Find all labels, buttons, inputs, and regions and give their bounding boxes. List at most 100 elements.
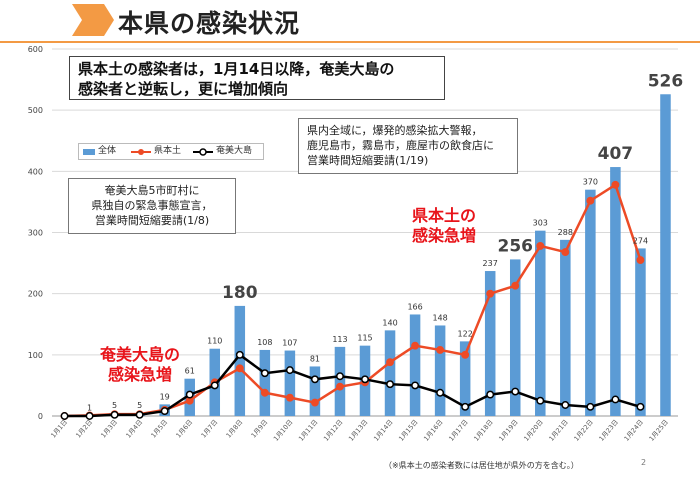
point-amami [310, 375, 319, 384]
point-amami [160, 407, 169, 416]
callout-amami-emergency: 奄美大島5市町村に 県独自の緊急事態宣言， 営業時間短縮要請(1/8) [68, 178, 236, 234]
legend-label-total: 全体 [98, 146, 117, 156]
y-tick-label: 500 [28, 106, 43, 115]
x-tick-label: 1月14日 [372, 418, 394, 443]
point-mainland [235, 364, 244, 373]
point-amami [135, 410, 144, 419]
x-tick-label: 1月3日 [99, 418, 119, 439]
data-label: 61 [185, 367, 195, 376]
legend-label-mainland: 県本土 [154, 146, 182, 156]
x-tick-label: 1月20日 [522, 418, 544, 443]
bar-total [585, 189, 596, 416]
point-amami [436, 388, 445, 397]
point-mainland [561, 248, 570, 257]
x-tick-label: 1月23日 [597, 418, 619, 443]
x-tick-label: 1月5日 [149, 418, 169, 439]
data-label: 140 [382, 318, 397, 327]
legend-swatch-total [83, 149, 95, 155]
point-mainland [486, 289, 495, 298]
x-tick-label: 1月10日 [272, 418, 294, 443]
annotation-mainland-surge: 県本土の 感染急増 [412, 206, 476, 246]
point-amami [461, 402, 470, 411]
y-tick-label: 100 [28, 351, 43, 360]
x-tick-label: 1月17日 [447, 418, 469, 443]
callout-kagoshima-alert: 県内全域に，爆発的感染拡大警報， 鹿児島市，霧島市，鹿屋市の飲食店に 営業時間短… [298, 118, 518, 174]
page-title: 本県の感染状況 [118, 9, 301, 38]
x-tick-label: 1月21日 [547, 418, 569, 443]
data-label: 122 [458, 329, 473, 338]
point-amami [260, 369, 269, 378]
point-amami [235, 350, 244, 359]
data-label: 5 [112, 401, 117, 410]
legend-item-mainland: 県本土 [131, 145, 181, 158]
bar-total [434, 325, 446, 416]
callout-kagoshima-line2: 鹿児島市，霧島市，鹿屋市の飲食店に [307, 139, 494, 152]
callout-summary-line2: 感染者と逆転し，更に増加傾向 [78, 80, 289, 98]
point-mainland [611, 180, 620, 189]
x-tick-label: 1月11日 [297, 418, 319, 443]
line-amami [64, 353, 641, 418]
data-label: 166 [407, 302, 422, 311]
x-tick-label: 1月22日 [572, 418, 594, 443]
bar-total [484, 271, 496, 416]
bar-total [234, 305, 246, 416]
data-label: 256 [497, 236, 533, 256]
point-amami [285, 366, 294, 375]
data-label: 113 [332, 335, 347, 344]
point-amami [411, 381, 420, 390]
x-tick-label: 1月1日 [49, 418, 69, 439]
callout-amami-line1: 奄美大島5市町村に [104, 184, 200, 197]
data-label: 5 [137, 401, 142, 410]
point-mainland [310, 398, 319, 407]
bar-total [409, 314, 421, 416]
legend-swatch-mainland [131, 149, 151, 155]
header-accent-shape [72, 4, 114, 36]
annotation-amami-line2: 感染急増 [108, 365, 173, 384]
data-label: 288 [558, 228, 573, 237]
point-amami [511, 387, 520, 396]
x-tick-label: 1月18日 [472, 418, 494, 443]
legend-item-total: 全体 [83, 145, 116, 158]
legend-label-amami: 奄美大島 [216, 146, 253, 156]
legend-swatch-amami [193, 148, 213, 156]
point-amami [210, 381, 219, 390]
bar-total [309, 366, 321, 416]
footnote: （※県本土の感染者数には居住地が県外の方を含む。） [384, 461, 579, 470]
x-tick-label: 1月2日 [74, 418, 94, 439]
point-mainland [336, 382, 344, 391]
point-mainland [411, 341, 420, 350]
point-mainland [511, 281, 520, 290]
bar-total [660, 94, 671, 416]
x-tick-label: 1月25日 [648, 418, 670, 443]
bar-total [284, 350, 296, 416]
callout-amami-line2: 県独自の緊急事態宣言， [91, 199, 213, 212]
x-tick-label: 1月13日 [347, 418, 369, 443]
callout-kagoshima-line1: 県内全域に，爆発的感染拡大警報， [307, 124, 483, 137]
data-label: 237 [483, 259, 498, 268]
point-amami [636, 402, 645, 411]
point-amami [486, 390, 495, 399]
y-tick-label: 0 [38, 412, 43, 421]
data-label: 1 [87, 403, 92, 412]
x-tick-label: 1月9日 [250, 418, 270, 439]
y-tick-label: 300 [28, 229, 43, 238]
bar-total [509, 259, 521, 416]
point-mainland [436, 345, 445, 354]
y-tick-label: 200 [28, 290, 43, 299]
x-tick-label: 1月24日 [623, 418, 645, 443]
point-amami [386, 380, 394, 389]
callout-amami-line3: 営業時間短縮要請(1/8) [94, 214, 210, 227]
point-mainland [586, 196, 595, 205]
bar-total [334, 346, 346, 416]
bar-total [535, 230, 546, 416]
data-label: 19 [160, 392, 170, 401]
x-tick-label: 1月8日 [225, 418, 245, 439]
data-label: 115 [357, 334, 372, 343]
point-amami [561, 401, 570, 409]
annotation-mainland-line1: 県本土の [412, 206, 477, 225]
point-amami [361, 375, 369, 384]
x-tick-label: 1月16日 [422, 418, 444, 443]
annotation-mainland-line2: 感染急増 [412, 226, 477, 245]
point-amami [60, 412, 69, 420]
